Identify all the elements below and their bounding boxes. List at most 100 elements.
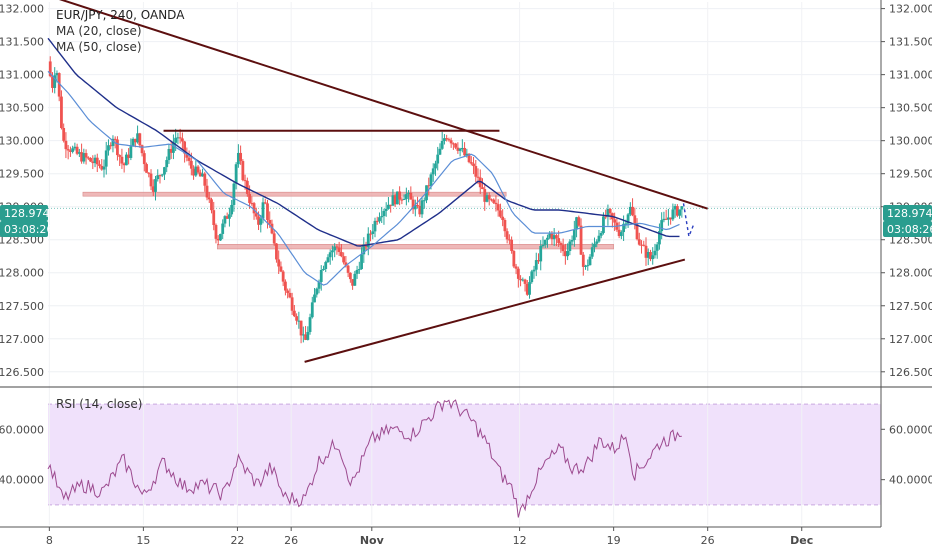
candle-body bbox=[555, 235, 558, 239]
candle-body bbox=[348, 272, 352, 280]
left-countdown-label: 03:08:26 bbox=[4, 223, 53, 236]
candle-body bbox=[333, 246, 337, 251]
candle-body bbox=[149, 173, 153, 187]
candle-body bbox=[588, 256, 592, 266]
candle-body bbox=[111, 138, 115, 146]
candle-body bbox=[516, 268, 520, 279]
left-price-badge bbox=[0, 205, 48, 221]
candle-body bbox=[268, 219, 272, 224]
candle-body bbox=[214, 225, 218, 239]
candle-body bbox=[671, 209, 675, 220]
candle-body bbox=[451, 143, 455, 145]
candle-body bbox=[194, 166, 198, 176]
price-tick-label-left: 131.000 bbox=[0, 69, 44, 82]
candle-body bbox=[619, 232, 623, 237]
candle-body bbox=[472, 163, 475, 167]
candle-body bbox=[75, 146, 79, 154]
candle-body bbox=[391, 195, 395, 206]
time-tick-label: 26 bbox=[701, 534, 715, 547]
candle-body bbox=[326, 257, 330, 263]
candle-body bbox=[138, 133, 142, 146]
candle-body bbox=[481, 187, 484, 190]
candle-body bbox=[673, 206, 677, 210]
price-tick-label-right: 130.500 bbox=[889, 102, 932, 115]
candle-body bbox=[133, 138, 137, 143]
candle-body bbox=[404, 194, 408, 199]
candle-body bbox=[467, 153, 471, 163]
price-tick-label-left: 130.500 bbox=[0, 102, 44, 115]
candle-body bbox=[353, 273, 357, 286]
candle-body bbox=[207, 197, 211, 200]
candle-body bbox=[628, 206, 632, 215]
candle-body bbox=[402, 198, 406, 200]
candle-body bbox=[492, 199, 496, 203]
price-tick-label-right: 127.500 bbox=[889, 300, 932, 313]
candle-body bbox=[660, 220, 664, 232]
candle-body bbox=[317, 281, 321, 289]
price-tick-label-left: 131.500 bbox=[0, 36, 44, 49]
candle-body bbox=[658, 231, 661, 245]
price-tick-label-right: 131.000 bbox=[889, 69, 932, 82]
candle-body bbox=[129, 146, 133, 158]
candle-body bbox=[95, 157, 99, 165]
candle-body bbox=[637, 239, 641, 245]
candle-body bbox=[382, 210, 386, 217]
candle-body bbox=[89, 158, 92, 162]
candle-body bbox=[160, 174, 164, 176]
ma20-line bbox=[47, 70, 680, 286]
candle-body bbox=[550, 233, 554, 240]
candle-body bbox=[205, 185, 209, 198]
candle-body bbox=[257, 216, 260, 225]
candle-body bbox=[156, 175, 160, 180]
candle-body bbox=[136, 133, 139, 143]
time-tick-label: 12 bbox=[513, 534, 527, 547]
candle-body bbox=[266, 203, 269, 220]
candle-body bbox=[86, 157, 90, 159]
price-tick-label-right: 126.500 bbox=[889, 366, 932, 379]
candle-body bbox=[102, 166, 106, 170]
price-tick-label-left: 126.500 bbox=[0, 366, 44, 379]
candle-body bbox=[116, 139, 119, 156]
candle-body bbox=[434, 163, 437, 169]
candle-body bbox=[528, 282, 531, 295]
candle-body bbox=[490, 199, 493, 201]
candle-body bbox=[272, 233, 276, 244]
candle-body bbox=[613, 219, 617, 223]
rsi-tick-label-right: 60.0000 bbox=[889, 423, 932, 436]
candle-body bbox=[646, 251, 650, 258]
candle-body bbox=[174, 137, 178, 143]
candle-body bbox=[597, 235, 601, 242]
candle-body bbox=[655, 244, 659, 251]
candle-body bbox=[185, 153, 189, 158]
candle-body bbox=[633, 215, 637, 224]
time-tick-label: Dec bbox=[790, 534, 813, 547]
candle-body bbox=[557, 238, 561, 244]
candle-body bbox=[389, 204, 393, 206]
candle-body bbox=[210, 199, 213, 211]
candle-body bbox=[351, 279, 354, 286]
candle-body bbox=[503, 219, 507, 232]
candle-body bbox=[277, 259, 281, 267]
candle-body bbox=[221, 223, 225, 234]
candle-body bbox=[340, 252, 343, 257]
candle-body bbox=[378, 217, 381, 222]
candle-body bbox=[62, 128, 66, 141]
candle-body bbox=[172, 142, 175, 153]
candle-body bbox=[165, 160, 169, 168]
last-price-badge bbox=[883, 205, 932, 221]
candle-body bbox=[66, 149, 70, 151]
price-tick-label-right: 130.000 bbox=[889, 135, 932, 148]
candle-body bbox=[212, 210, 216, 226]
candle-body bbox=[344, 262, 348, 266]
rsi-line bbox=[47, 399, 682, 518]
candle-body bbox=[456, 147, 460, 151]
candle-body bbox=[373, 220, 377, 232]
candle-body bbox=[80, 152, 83, 162]
last-price-label: 128.974 bbox=[887, 207, 932, 220]
ma-layer bbox=[47, 37, 680, 286]
candle-body bbox=[395, 191, 399, 205]
candle-body bbox=[602, 216, 605, 233]
candle-body bbox=[120, 156, 124, 164]
candle-body bbox=[626, 214, 630, 224]
candle-body bbox=[546, 237, 549, 240]
